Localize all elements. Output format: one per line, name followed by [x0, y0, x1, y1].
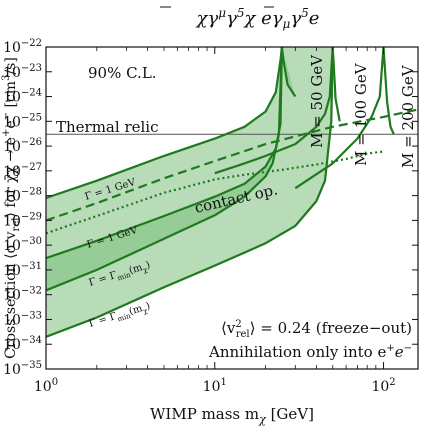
y-tick-label-0: 10−22: [3, 38, 42, 56]
x-tick-label-1: 101: [203, 377, 227, 395]
title-sub-mu: μ: [283, 17, 291, 31]
series-line-2: [46, 47, 297, 200]
plot-frame: [45, 46, 419, 370]
series-line-7: [294, 47, 395, 190]
title-sup-mu: μ: [218, 6, 226, 20]
title-chi: χ: [242, 8, 256, 29]
cl-label: 90% C.L.: [88, 64, 157, 82]
y-tick-label-6: 10−28: [3, 187, 42, 205]
y-tick-label-10: 10−32: [3, 286, 42, 304]
y-tick-label-2: 10−24: [3, 88, 42, 106]
title-e-bar: e: [261, 8, 272, 29]
chart-title: χγμγ5χ eγμγ5e: [195, 6, 320, 31]
y-tick-label-7: 10−29: [3, 211, 42, 229]
series-line-6: [214, 47, 341, 175]
title-e: e: [309, 8, 320, 29]
annihilation-note: Annihilation only into e+e−: [208, 343, 412, 361]
series-line-0: [46, 108, 418, 222]
y-axis-label: Cross section ⟨σ vrel⟩ for χ̄χ → e+e− [c…: [1, 57, 22, 359]
title-gamma-4: γ: [290, 8, 301, 29]
series-line-4: [46, 47, 283, 292]
mediator-label-200: M = 200 GeV: [399, 64, 417, 168]
series-lines: [46, 47, 418, 338]
x-tick-label-2: 102: [371, 377, 395, 395]
title-sup-5b: 5: [301, 6, 309, 20]
series-line-5: [46, 47, 334, 338]
thermal-relic-label: Thermal relic: [56, 118, 159, 136]
y-tick-label-9: 10−31: [3, 261, 42, 279]
band-lower: [46, 47, 333, 337]
title-chi-bar: χ: [195, 8, 209, 29]
y-tick-label-13: 10−35: [3, 360, 42, 378]
vrel-note: ⟨v2 rel⟩ = 0.24 (freeze−out): [221, 319, 412, 340]
series-line-1: [46, 150, 384, 235]
y-tick-label-12: 10−34: [3, 335, 42, 353]
mediator-label-50: M = 50 GeV: [308, 54, 326, 148]
axis-tick-labels: 10−22 10−23 10−24 10−25 10−26 10−27 10−28 10−29…: [3, 38, 396, 395]
y-tick-label-8: 10−30: [3, 236, 42, 254]
title-gamma-2: γ: [226, 8, 237, 29]
shaded-bands: [46, 47, 333, 337]
title-gamma-1: γ: [207, 8, 218, 29]
axis-ticks: [45, 46, 418, 370]
band-upper: [46, 47, 296, 291]
y-tick-label-1: 10−23: [3, 63, 42, 81]
mediator-label-100: M = 100 GeV: [352, 62, 370, 166]
y-tick-label-5: 10−27: [3, 162, 42, 180]
y-tick-label-4: 10−26: [3, 137, 42, 155]
x-tick-label-0: 100: [34, 377, 58, 395]
plot-area: [46, 47, 418, 338]
x-axis-label: WIMP mass mχ [GeV]: [150, 405, 314, 426]
title-sup-5a: 5: [237, 6, 245, 20]
title-gamma-3: γ: [272, 8, 283, 29]
y-tick-label-11: 10−33: [3, 310, 42, 328]
y-tick-label-3: 10−25: [3, 112, 42, 130]
